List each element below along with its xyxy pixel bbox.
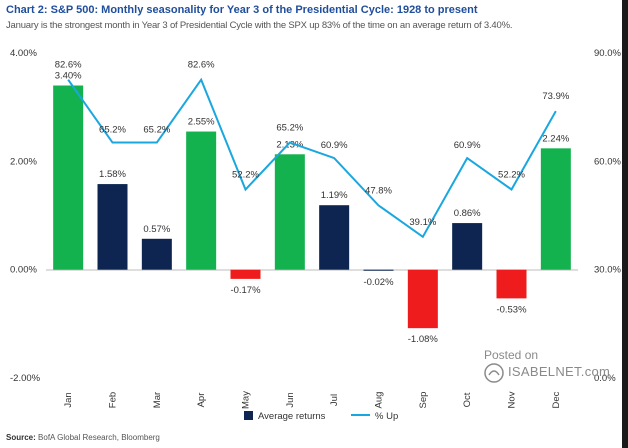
bar-value-label: 1.19% — [321, 190, 348, 201]
x-axis-tick-label: Apr — [196, 393, 207, 408]
bar-value-label: 0.57% — [143, 224, 170, 235]
bar-nov — [496, 269, 527, 299]
pct-up-line — [67, 77, 557, 239]
x-axis-tick-label: Jul — [329, 394, 340, 406]
bar-mar — [141, 238, 172, 270]
legend-swatch-average-returns — [244, 411, 253, 420]
source-label: Source: — [6, 433, 36, 442]
bar-feb — [97, 184, 128, 270]
legend-label-average-returns: Average returns — [258, 411, 326, 422]
right-axis-tick-label: 0.0% — [594, 373, 616, 384]
x-axis-tick-label: Sep — [418, 392, 429, 409]
chart-subtitle: January is the strongest month in Year 3… — [6, 20, 513, 31]
pct-up-label: 47.8% — [365, 185, 392, 196]
left-axis-tick-label: 4.00% — [10, 48, 37, 59]
bar-dec — [540, 148, 571, 270]
x-axis-tick-label: May — [241, 391, 252, 409]
x-axis-tick-label: Aug — [374, 392, 385, 409]
pct-up-label: 82.6% — [55, 60, 82, 71]
legend-label-pct-up: % Up — [375, 411, 398, 422]
x-axis-tick-label: Nov — [507, 391, 518, 408]
bar-jun — [274, 154, 305, 270]
pct-up-label: 65.2% — [276, 123, 303, 134]
x-axis-tick-label: Mar — [152, 392, 163, 408]
x-axis-tick-label: Oct — [462, 392, 473, 407]
bar-value-label: -0.17% — [230, 285, 261, 296]
right-axis-tick-label: 30.0% — [594, 265, 621, 276]
bar-may — [230, 269, 261, 279]
pct-up-label: 52.2% — [498, 170, 525, 181]
isabelnet-logo-icon — [484, 363, 504, 383]
bar-value-label: 2.13% — [276, 139, 303, 150]
left-axis-tick-label: -2.00% — [10, 373, 41, 384]
pct-up-label: 73.9% — [542, 91, 569, 102]
bar-sep — [407, 269, 438, 329]
x-axis-tick-label: Jan — [63, 392, 74, 407]
bar-value-label: -0.02% — [363, 277, 394, 288]
bar-jan — [53, 85, 84, 270]
left-axis-tick-label: 0.00% — [10, 265, 37, 276]
x-axis-tick-label: Dec — [551, 391, 562, 408]
bar-oct — [452, 223, 483, 270]
bar-apr — [186, 131, 217, 270]
pct-up-label: 60.9% — [321, 140, 348, 151]
chart-title: Chart 2: S&P 500: Monthly seasonality fo… — [6, 4, 478, 16]
pct-up-label: 39.1% — [409, 217, 436, 228]
x-axis-tick-label: Feb — [108, 392, 119, 408]
bar-value-label: -0.53% — [496, 304, 527, 315]
bar-value-label: 2.55% — [188, 117, 215, 128]
pct-up-label: 82.6% — [188, 60, 215, 71]
bar-value-label: 2.24% — [542, 133, 569, 144]
bar-value-label: 3.40% — [55, 71, 82, 82]
watermark-posted-text: Posted on — [484, 348, 539, 362]
source-text: BofA Global Research, Bloomberg — [38, 433, 160, 442]
watermark-site-text: ISABELNET.com — [508, 364, 611, 379]
source-note: Source: BofA Global Research, Bloomberg — [6, 433, 160, 442]
x-axis-tick-label: Jun — [285, 392, 296, 407]
pct-up-label: 52.2% — [232, 170, 259, 181]
left-axis-tick-label: 2.00% — [10, 156, 37, 167]
pct-up-label: 60.9% — [454, 140, 481, 151]
bar-value-label: 0.86% — [454, 208, 481, 219]
right-axis-tick-label: 60.0% — [594, 156, 621, 167]
bar-jul — [319, 205, 350, 270]
right-axis-tick-label: 90.0% — [594, 48, 621, 59]
bar-value-label: 1.58% — [99, 169, 126, 180]
pct-up-label: 65.2% — [99, 125, 126, 136]
pct-up-label: 65.2% — [143, 125, 170, 136]
bar-aug — [363, 269, 394, 271]
bar-value-label: -1.08% — [408, 334, 439, 345]
